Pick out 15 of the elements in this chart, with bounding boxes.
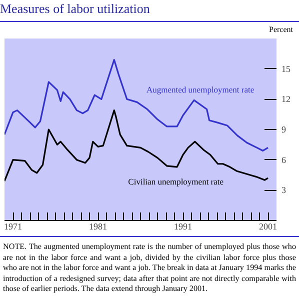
x-tick-label: 2001 xyxy=(259,222,277,232)
line-series xyxy=(4,58,269,152)
y-tick-label: 15 xyxy=(282,64,291,74)
y-tick-label: 3 xyxy=(282,185,286,196)
series-label: Civilian unemployment rate xyxy=(128,176,224,186)
chart-title: Measures of labor utilization xyxy=(0,0,150,18)
series-label: Augmented unemployment rate xyxy=(146,84,254,94)
y-tick-label: 6 xyxy=(282,154,286,165)
text: NOTE. The augmented unemployment rate is the number of unemployed plus those who are not in the labor force and want a job, divided by the civilian labor force plus those who are not in the labor force and want a job. The break in data at January 1994 marks the introduction of a redesigned survey; data after that point are not directly comparable with those of earlier periods. The data extend through January 2001. xyxy=(3,242,296,294)
y-tick-label: 12 xyxy=(282,94,290,104)
y-tick-label: 9 xyxy=(282,124,286,134)
x-tick-label: 1981 xyxy=(89,222,107,232)
y-axis-title: Percent xyxy=(269,24,293,36)
x-tick-label: 1971 xyxy=(4,222,22,232)
x-tick-label: 1991 xyxy=(174,222,192,232)
